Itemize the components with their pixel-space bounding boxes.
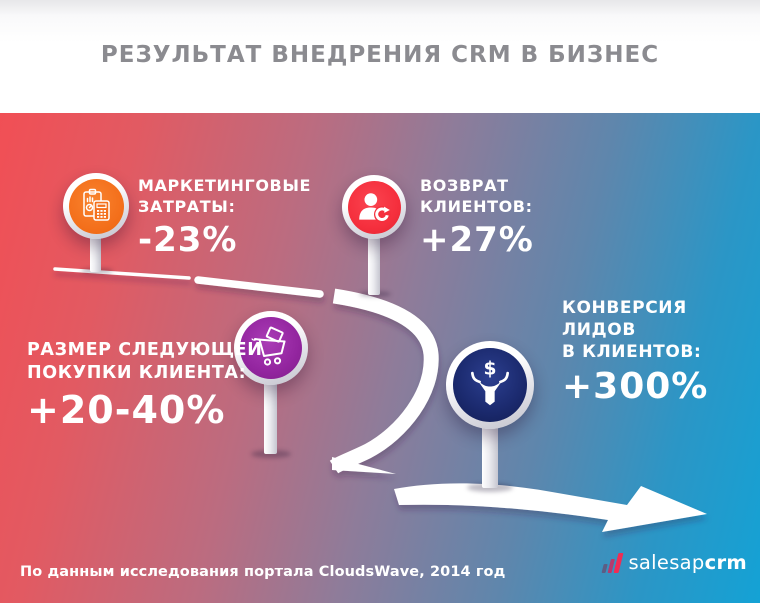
stat-label: ВОЗВРАТ xyxy=(420,176,509,195)
logo-bars-icon xyxy=(601,553,624,573)
stat-customer-return: ВОЗВРАТ КЛИЕНТОВ: +27% xyxy=(420,175,534,260)
person-refresh-icon xyxy=(359,193,391,223)
stat-label: ПОКУПКИ КЛИЕНТА: xyxy=(27,363,247,383)
road-path-arrow-icon xyxy=(53,267,707,532)
logo-text: salesapcrm xyxy=(628,551,747,574)
data-source-note: По данным исследования портала CloudsWav… xyxy=(20,564,506,580)
salesapcrm-logo: salesapcrm xyxy=(601,551,747,574)
stat-lead-conversion: КОНВЕРСИЯ ЛИДОВ В КЛИЕНТОВ: +300% xyxy=(562,297,760,407)
gradient-background: $ МАРКЕТИНГОВЫЕ ЗАТРАТЫ: -23% ВОЗВРАТ КЛ… xyxy=(0,113,760,603)
sign-next-purchase xyxy=(234,311,308,385)
stat-marketing-costs: МАРКЕТИНГОВЫЕ ЗАТРАТЫ: -23% xyxy=(138,175,311,260)
sign-marketing-costs xyxy=(63,173,129,239)
road-s-curve xyxy=(329,288,439,474)
stat-label: ЗАТРАТЫ: xyxy=(138,197,236,216)
road-dash-mid xyxy=(194,276,324,298)
page-title: РЕЗУЛЬТАТ ВНЕДРЕНИЯ CRM В БИЗНЕС xyxy=(100,42,660,68)
header: РЕЗУЛЬТАТ ВНЕДРЕНИЯ CRM В БИЗНЕС xyxy=(0,0,760,113)
stat-value: -23% xyxy=(138,220,238,260)
stat-label: РАЗМЕР СЛЕДУЮЩЕЙ xyxy=(27,340,263,360)
post-shadow xyxy=(251,450,291,458)
stat-value: +27% xyxy=(420,220,534,260)
stat-label: КОНВЕРСИЯ ЛИДОВ xyxy=(562,298,687,340)
sign-post xyxy=(90,236,101,272)
stat-label: МАРКЕТИНГОВЫЕ xyxy=(138,176,312,195)
road-dash-far xyxy=(53,267,191,280)
shopping-cart-icon xyxy=(254,326,286,366)
clipboard-calculator-icon xyxy=(83,188,110,221)
sign-post xyxy=(368,236,380,295)
road-arrow xyxy=(394,483,707,532)
stat-value: +20-40% xyxy=(27,388,226,432)
sign-lead-conversion: $ xyxy=(446,341,534,429)
svg-text:$: $ xyxy=(483,359,496,380)
sign-post xyxy=(264,381,277,454)
sign-customer-return xyxy=(342,175,406,239)
sign-post xyxy=(482,425,498,488)
road-taper xyxy=(332,457,396,474)
stat-label: В КЛИЕНТОВ: xyxy=(562,342,702,362)
dollar-funnel-icon: $ xyxy=(470,359,510,406)
stat-value: +300% xyxy=(562,366,709,407)
stat-next-purchase: РАЗМЕР СЛЕДУЮЩЕЙ ПОКУПКИ КЛИЕНТА: +20-40… xyxy=(27,339,262,432)
stat-label: КЛИЕНТОВ: xyxy=(420,197,533,216)
